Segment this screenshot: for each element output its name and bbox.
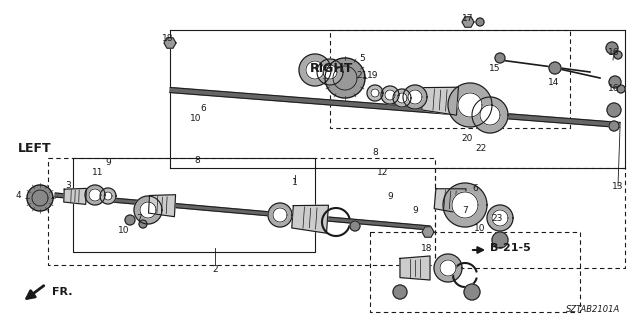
Text: 9: 9 <box>387 191 393 201</box>
Polygon shape <box>381 86 399 104</box>
Polygon shape <box>325 58 365 98</box>
Polygon shape <box>397 93 407 103</box>
Polygon shape <box>487 205 513 231</box>
Text: 23: 23 <box>492 213 502 222</box>
Text: 9: 9 <box>105 157 111 166</box>
Polygon shape <box>458 93 482 117</box>
Text: 17: 17 <box>462 13 474 22</box>
Polygon shape <box>385 90 395 100</box>
Polygon shape <box>148 195 175 217</box>
Circle shape <box>393 285 407 299</box>
Polygon shape <box>164 38 176 48</box>
Circle shape <box>609 121 619 131</box>
Text: FR.: FR. <box>52 287 72 297</box>
Text: 13: 13 <box>612 181 624 190</box>
Polygon shape <box>89 189 101 201</box>
Polygon shape <box>299 54 331 86</box>
Polygon shape <box>393 89 411 107</box>
Text: RIGHT: RIGHT <box>310 61 353 75</box>
Circle shape <box>125 215 135 225</box>
Circle shape <box>609 76 621 88</box>
Polygon shape <box>323 65 337 79</box>
Polygon shape <box>440 260 456 276</box>
Polygon shape <box>400 256 430 280</box>
Text: 4: 4 <box>15 190 21 199</box>
Text: 5: 5 <box>359 53 365 62</box>
Polygon shape <box>268 203 292 227</box>
Polygon shape <box>104 192 112 200</box>
Circle shape <box>476 18 484 26</box>
Text: 20: 20 <box>461 133 473 142</box>
Polygon shape <box>434 254 462 282</box>
Polygon shape <box>492 210 508 226</box>
Polygon shape <box>443 183 487 227</box>
Text: 10: 10 <box>474 223 486 233</box>
Polygon shape <box>292 205 328 233</box>
Polygon shape <box>472 97 508 133</box>
Text: 15: 15 <box>489 63 500 73</box>
Circle shape <box>139 220 147 228</box>
Circle shape <box>495 53 505 63</box>
Polygon shape <box>480 105 500 125</box>
Circle shape <box>549 62 561 74</box>
Text: 18: 18 <box>163 34 173 43</box>
Polygon shape <box>422 227 434 237</box>
Polygon shape <box>55 193 430 230</box>
Text: 6: 6 <box>472 183 478 193</box>
Polygon shape <box>273 208 287 222</box>
Text: 10: 10 <box>118 226 130 235</box>
Polygon shape <box>367 85 383 101</box>
Circle shape <box>607 103 621 117</box>
Text: 9: 9 <box>412 205 418 214</box>
Text: LEFT: LEFT <box>18 141 52 155</box>
Text: 8: 8 <box>194 156 200 164</box>
Polygon shape <box>422 87 458 115</box>
Polygon shape <box>403 85 427 109</box>
Polygon shape <box>140 202 156 218</box>
Text: 11: 11 <box>92 167 104 177</box>
Text: 10: 10 <box>190 114 202 123</box>
Polygon shape <box>371 89 379 97</box>
Polygon shape <box>64 188 86 204</box>
Text: 21: 21 <box>356 70 368 79</box>
Text: 22: 22 <box>476 143 486 153</box>
Text: 16: 16 <box>608 84 620 92</box>
Polygon shape <box>306 61 324 79</box>
Polygon shape <box>462 17 474 27</box>
Polygon shape <box>448 83 492 127</box>
Text: 8: 8 <box>372 148 378 156</box>
Text: 2: 2 <box>212 266 218 275</box>
Text: 6: 6 <box>200 103 206 113</box>
Text: 12: 12 <box>378 167 388 177</box>
Text: SZTAB2101A: SZTAB2101A <box>566 305 620 314</box>
Text: 7: 7 <box>462 205 468 214</box>
Polygon shape <box>85 185 105 205</box>
Text: 18: 18 <box>421 244 433 252</box>
Text: 19: 19 <box>367 70 379 79</box>
Polygon shape <box>452 192 478 218</box>
Polygon shape <box>27 185 53 211</box>
Text: 3: 3 <box>65 180 71 189</box>
Polygon shape <box>100 188 116 204</box>
Text: 1: 1 <box>292 178 298 187</box>
Circle shape <box>464 284 480 300</box>
Circle shape <box>617 85 625 93</box>
Polygon shape <box>408 90 422 104</box>
Circle shape <box>614 51 622 59</box>
Polygon shape <box>134 196 162 224</box>
Circle shape <box>350 221 360 231</box>
Circle shape <box>492 232 508 248</box>
Text: 16: 16 <box>608 47 620 57</box>
Text: B-21-5: B-21-5 <box>490 243 531 253</box>
Text: 7: 7 <box>136 213 142 222</box>
Polygon shape <box>170 87 620 127</box>
Circle shape <box>606 42 618 54</box>
Polygon shape <box>434 189 466 214</box>
Text: 14: 14 <box>548 77 560 86</box>
Polygon shape <box>317 59 343 85</box>
